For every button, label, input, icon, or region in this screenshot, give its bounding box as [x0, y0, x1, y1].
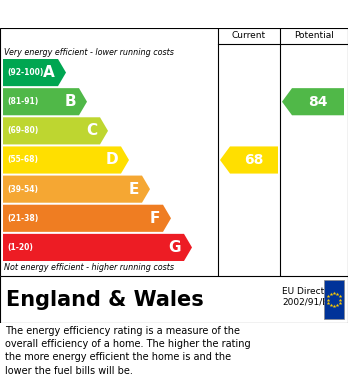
Text: Very energy efficient - lower running costs: Very energy efficient - lower running co…	[4, 48, 174, 57]
Text: Current: Current	[232, 32, 266, 41]
Text: B: B	[64, 94, 76, 109]
Text: A: A	[43, 65, 55, 80]
Text: F: F	[150, 211, 160, 226]
Text: Potential: Potential	[294, 32, 334, 41]
Text: Energy Efficiency Rating: Energy Efficiency Rating	[69, 7, 279, 22]
Text: E: E	[129, 182, 139, 197]
Polygon shape	[3, 234, 192, 261]
Polygon shape	[3, 117, 108, 144]
Text: 68: 68	[244, 153, 264, 167]
Text: G: G	[168, 240, 181, 255]
Text: (39-54): (39-54)	[7, 185, 38, 194]
Text: C: C	[86, 123, 97, 138]
Polygon shape	[3, 146, 129, 174]
Text: D: D	[105, 152, 118, 167]
Text: (21-38): (21-38)	[7, 214, 38, 223]
Polygon shape	[3, 176, 150, 203]
Text: England & Wales: England & Wales	[6, 289, 204, 310]
Text: The energy efficiency rating is a measure of the
overall efficiency of a home. T: The energy efficiency rating is a measur…	[5, 326, 251, 376]
Text: Not energy efficient - higher running costs: Not energy efficient - higher running co…	[4, 263, 174, 272]
Text: 84: 84	[308, 95, 328, 109]
Polygon shape	[220, 146, 278, 174]
Text: (1-20): (1-20)	[7, 243, 33, 252]
Bar	[324, 280, 344, 319]
Polygon shape	[3, 88, 87, 115]
Text: (69-80): (69-80)	[7, 126, 38, 135]
Text: (55-68): (55-68)	[7, 156, 38, 165]
Polygon shape	[282, 88, 344, 115]
Text: EU Directive
2002/91/EC: EU Directive 2002/91/EC	[282, 287, 338, 307]
Polygon shape	[3, 205, 171, 232]
Polygon shape	[3, 59, 66, 86]
Text: (81-91): (81-91)	[7, 97, 38, 106]
Text: (92-100): (92-100)	[7, 68, 44, 77]
